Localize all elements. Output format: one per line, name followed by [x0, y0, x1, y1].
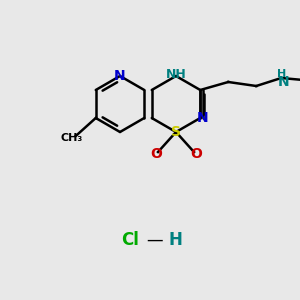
Text: S: S: [171, 125, 181, 139]
Text: Cl: Cl: [121, 231, 139, 249]
Text: NH: NH: [166, 68, 186, 80]
Text: O: O: [190, 147, 202, 161]
Text: N: N: [278, 75, 289, 89]
Text: H: H: [277, 69, 286, 79]
Text: —: —: [147, 231, 163, 249]
Text: O: O: [150, 147, 162, 161]
Text: N: N: [114, 69, 126, 83]
Text: N: N: [196, 111, 208, 125]
Text: H: H: [168, 231, 182, 249]
Text: CH₃: CH₃: [61, 133, 83, 143]
